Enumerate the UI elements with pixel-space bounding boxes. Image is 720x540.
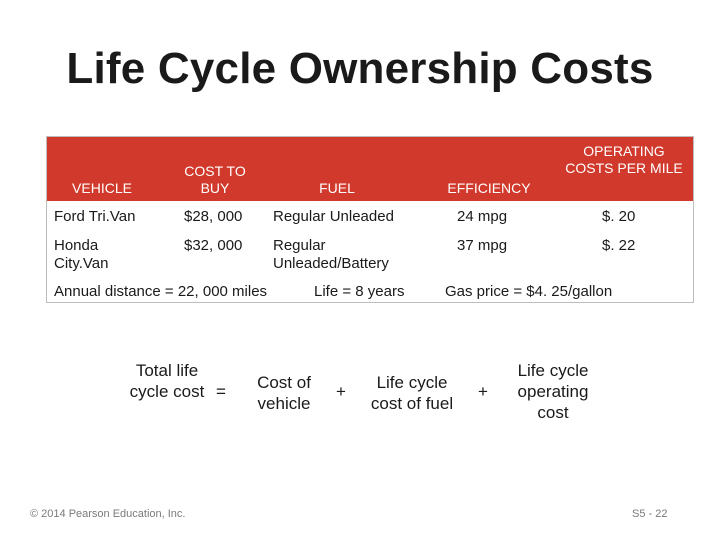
row1-operating: $. 20	[602, 208, 636, 225]
row1-vehicle: Ford Tri.Van	[54, 208, 136, 225]
copyright-notice: © 2014 Pearson Education, Inc.	[30, 508, 186, 520]
formula-plus-1: +	[336, 382, 346, 401]
formula-equals: =	[216, 382, 226, 401]
formula-plus-2: +	[478, 382, 488, 401]
row1-efficiency: 24 mpg	[457, 208, 508, 225]
formula-life-cycle-cost-of-fuel: Life cycle cost of fuel	[370, 373, 454, 413]
slide-number: S5 - 22	[632, 508, 668, 520]
formula-cost-of-vehicle: Cost of vehicle	[257, 373, 311, 413]
header-vehicle: VEHICLE	[72, 180, 132, 196]
row2-vehicle: Honda City.Van	[54, 237, 109, 272]
header-efficiency: EFFICIENCY	[447, 180, 531, 196]
row2-efficiency: 37 mpg	[457, 237, 508, 254]
note-gas-price: Gas price = $4. 25/gallon	[445, 283, 613, 300]
slide-title: Life Cycle Ownership Costs	[66, 44, 654, 93]
header-operating-costs: OPERATING COSTS PER MILE	[565, 143, 683, 176]
header-cost-to-buy: COST TO BUY	[184, 163, 246, 196]
note-life: Life = 8 years	[314, 283, 405, 300]
cost-table: VEHICLE COST TO BUY FUEL EFFICIENCY OPER…	[46, 136, 694, 303]
header-fuel: FUEL	[319, 180, 355, 196]
row1-fuel: Regular Unleaded	[273, 208, 394, 225]
formula-total-life-cycle-cost: Total life cycle cost	[129, 361, 205, 401]
row1-cost: $28, 000	[184, 208, 243, 225]
row2-fuel: Regular Unleaded/Battery	[273, 237, 389, 272]
table-header-row: VEHICLE COST TO BUY FUEL EFFICIENCY OPER…	[47, 137, 693, 201]
note-annual-distance: Annual distance = 22, 000 miles	[54, 283, 268, 300]
row2-cost: $32, 000	[184, 237, 243, 254]
formula-life-cycle-operating-cost: Life cycle operating cost	[517, 361, 589, 422]
row2-operating: $. 22	[602, 237, 636, 254]
